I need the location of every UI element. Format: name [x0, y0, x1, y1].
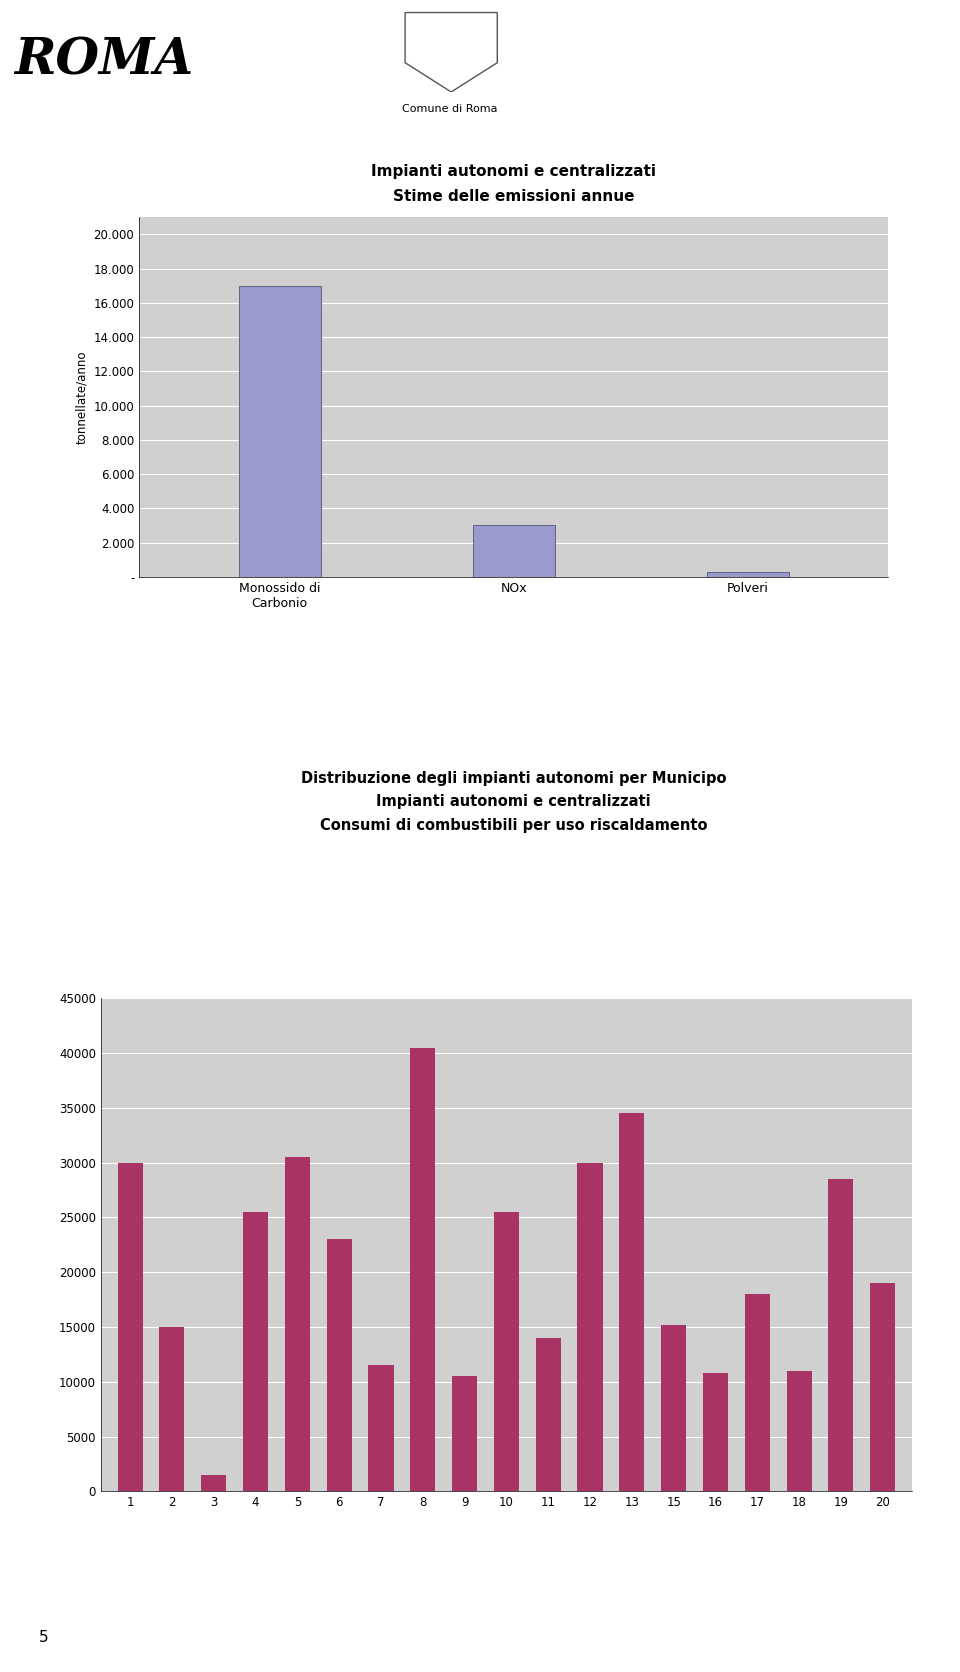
Bar [202, 1475, 227, 1491]
Bar [707, 572, 788, 577]
Bar [703, 1373, 728, 1491]
Bar [578, 1162, 603, 1491]
Bar [326, 1239, 351, 1491]
Bar [661, 1324, 686, 1491]
Bar [536, 1338, 561, 1491]
Y-axis label: tonnellate/anno: tonnellate/anno [75, 351, 88, 443]
Text: Comune di Roma: Comune di Roma [402, 104, 498, 114]
Text: Impianti autonomi e centralizzati: Impianti autonomi e centralizzati [376, 794, 651, 809]
Bar [159, 1328, 184, 1491]
Bar [452, 1376, 477, 1491]
Bar [493, 1212, 519, 1491]
Bar [870, 1282, 896, 1491]
Bar [828, 1179, 853, 1491]
Text: Distribuzione degli impianti autonomi per Municipo: Distribuzione degli impianti autonomi pe… [300, 771, 727, 786]
Bar [619, 1114, 644, 1491]
Text: Impianti autonomi e centralizzati: Impianti autonomi e centralizzati [372, 164, 656, 179]
Bar [410, 1047, 435, 1491]
Bar [369, 1366, 394, 1491]
Bar [786, 1371, 811, 1491]
Text: ROMA: ROMA [14, 37, 194, 85]
Bar [472, 525, 555, 577]
Bar [285, 1157, 310, 1491]
Bar [239, 286, 321, 577]
Bar [243, 1212, 268, 1491]
Text: Stime delle emissioni annue: Stime delle emissioni annue [393, 189, 635, 204]
Text: Consumi di combustibili per uso riscaldamento: Consumi di combustibili per uso riscalda… [320, 818, 708, 833]
Bar [745, 1294, 770, 1491]
Bar [117, 1162, 143, 1491]
Text: 5: 5 [38, 1630, 48, 1645]
